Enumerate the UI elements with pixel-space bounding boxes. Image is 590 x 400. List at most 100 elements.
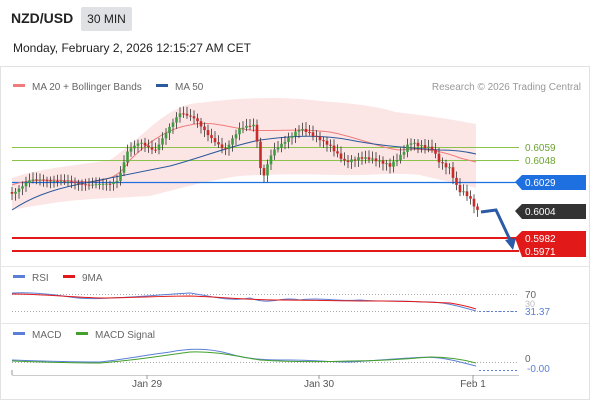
candle-body — [80, 183, 84, 185]
candle-body — [476, 206, 479, 210]
candle-body — [84, 184, 87, 186]
level-label-6004: 0.6004 — [525, 207, 556, 218]
ma50-legend-label: MA 50 — [175, 82, 204, 93]
candle-body — [294, 131, 297, 137]
candle-body — [427, 146, 430, 149]
candle-body — [238, 128, 241, 135]
candle-body — [255, 124, 259, 142]
candle-body — [234, 134, 238, 139]
candle-body — [157, 144, 161, 150]
candle-body — [441, 162, 444, 164]
level-label-6029: 0.6029 — [525, 178, 556, 189]
chart-datetime: Monday, February 2, 2026 12:15:27 AM CET — [13, 41, 251, 55]
candle-body — [388, 163, 392, 167]
candle-body — [444, 163, 448, 168]
candle-body — [17, 188, 21, 192]
rsi-ma-legend-label: 9MA — [82, 273, 103, 284]
candle-body — [395, 160, 399, 162]
candle-body — [24, 182, 28, 187]
candle-body — [371, 158, 374, 160]
candle-body — [269, 155, 273, 165]
macd-legend-label: MACD — [32, 330, 61, 341]
candle-body — [122, 162, 126, 173]
candle-body — [213, 138, 217, 143]
level-label-6059: 0.6059 — [525, 143, 556, 154]
support-price-tag — [515, 231, 586, 257]
candle-body — [420, 145, 423, 147]
candle-body — [280, 143, 283, 148]
rsi-ma-legend-swatch — [63, 275, 75, 278]
candle-body — [63, 181, 66, 183]
candle-body — [399, 154, 402, 161]
candle-body — [462, 191, 465, 193]
forecast-arrow-line — [480, 208, 514, 245]
candle-body — [161, 138, 164, 145]
macd-signal-line — [11, 351, 477, 364]
candle-body — [10, 192, 14, 194]
candle-body — [283, 141, 287, 144]
ma20-legend-label: MA 20 + Bollinger Bands — [32, 82, 142, 93]
candle-body — [297, 130, 301, 132]
candle-body — [87, 184, 91, 186]
candle-body — [136, 143, 140, 146]
macd-signal-legend-label: MACD Signal — [95, 330, 155, 341]
candle-body — [66, 181, 70, 183]
candle-body — [430, 146, 434, 150]
candle-body — [70, 181, 73, 183]
candle-body — [182, 113, 185, 115]
x-label-feb1: Feb 1 — [460, 379, 486, 390]
candle-body — [14, 191, 17, 194]
candle-body — [262, 168, 266, 176]
candle-body — [38, 179, 42, 181]
candle-body — [35, 179, 38, 181]
candle-body — [210, 135, 213, 139]
candle-body — [203, 126, 206, 131]
candle-body — [147, 145, 150, 148]
candle-body — [108, 183, 112, 185]
candle-body — [112, 182, 115, 185]
candle-body — [318, 136, 322, 141]
candle-body — [199, 121, 203, 127]
candle-body — [28, 180, 31, 183]
credit-text: Research © 2026 Trading Central — [432, 82, 581, 93]
candle-body — [77, 182, 80, 184]
candle-body — [126, 151, 129, 163]
candle-body — [434, 149, 437, 154]
candle-body — [276, 147, 280, 150]
candle-body — [409, 143, 413, 145]
candle-body — [413, 142, 416, 144]
candle-body — [360, 157, 364, 159]
candle-body — [437, 153, 441, 163]
candle-body — [304, 128, 308, 133]
candle-body — [59, 181, 63, 183]
macd-zero-label: 0 — [525, 354, 531, 365]
x-label-jan29: Jan 29 — [132, 379, 162, 390]
rsi-value-label: 31.37 — [525, 307, 550, 318]
candle-body — [241, 127, 245, 129]
candles — [10, 106, 479, 217]
candle-body — [94, 184, 98, 186]
candle-body — [245, 125, 248, 128]
candle-body — [469, 196, 472, 199]
candle-body — [143, 142, 147, 146]
candle-body — [406, 144, 409, 152]
candle-body — [364, 157, 367, 159]
candle-body — [164, 133, 168, 139]
candle-body — [416, 142, 420, 147]
candle-body — [21, 186, 24, 189]
candle-body — [73, 182, 77, 184]
candle-body — [227, 144, 231, 150]
candle-body — [301, 128, 304, 131]
symbol-title: NZD/USD — [11, 10, 74, 26]
interval-button[interactable]: 30 MIN — [81, 7, 132, 31]
candle-body — [322, 140, 325, 142]
candle-body — [325, 140, 329, 145]
macd-signal-legend-swatch — [76, 332, 88, 335]
candle-body — [31, 179, 35, 181]
candle-body — [332, 145, 336, 152]
candle-body — [455, 177, 458, 185]
level-label-6048: 0.6048 — [525, 156, 556, 167]
candle-body — [381, 160, 385, 164]
candle-body — [266, 164, 269, 176]
